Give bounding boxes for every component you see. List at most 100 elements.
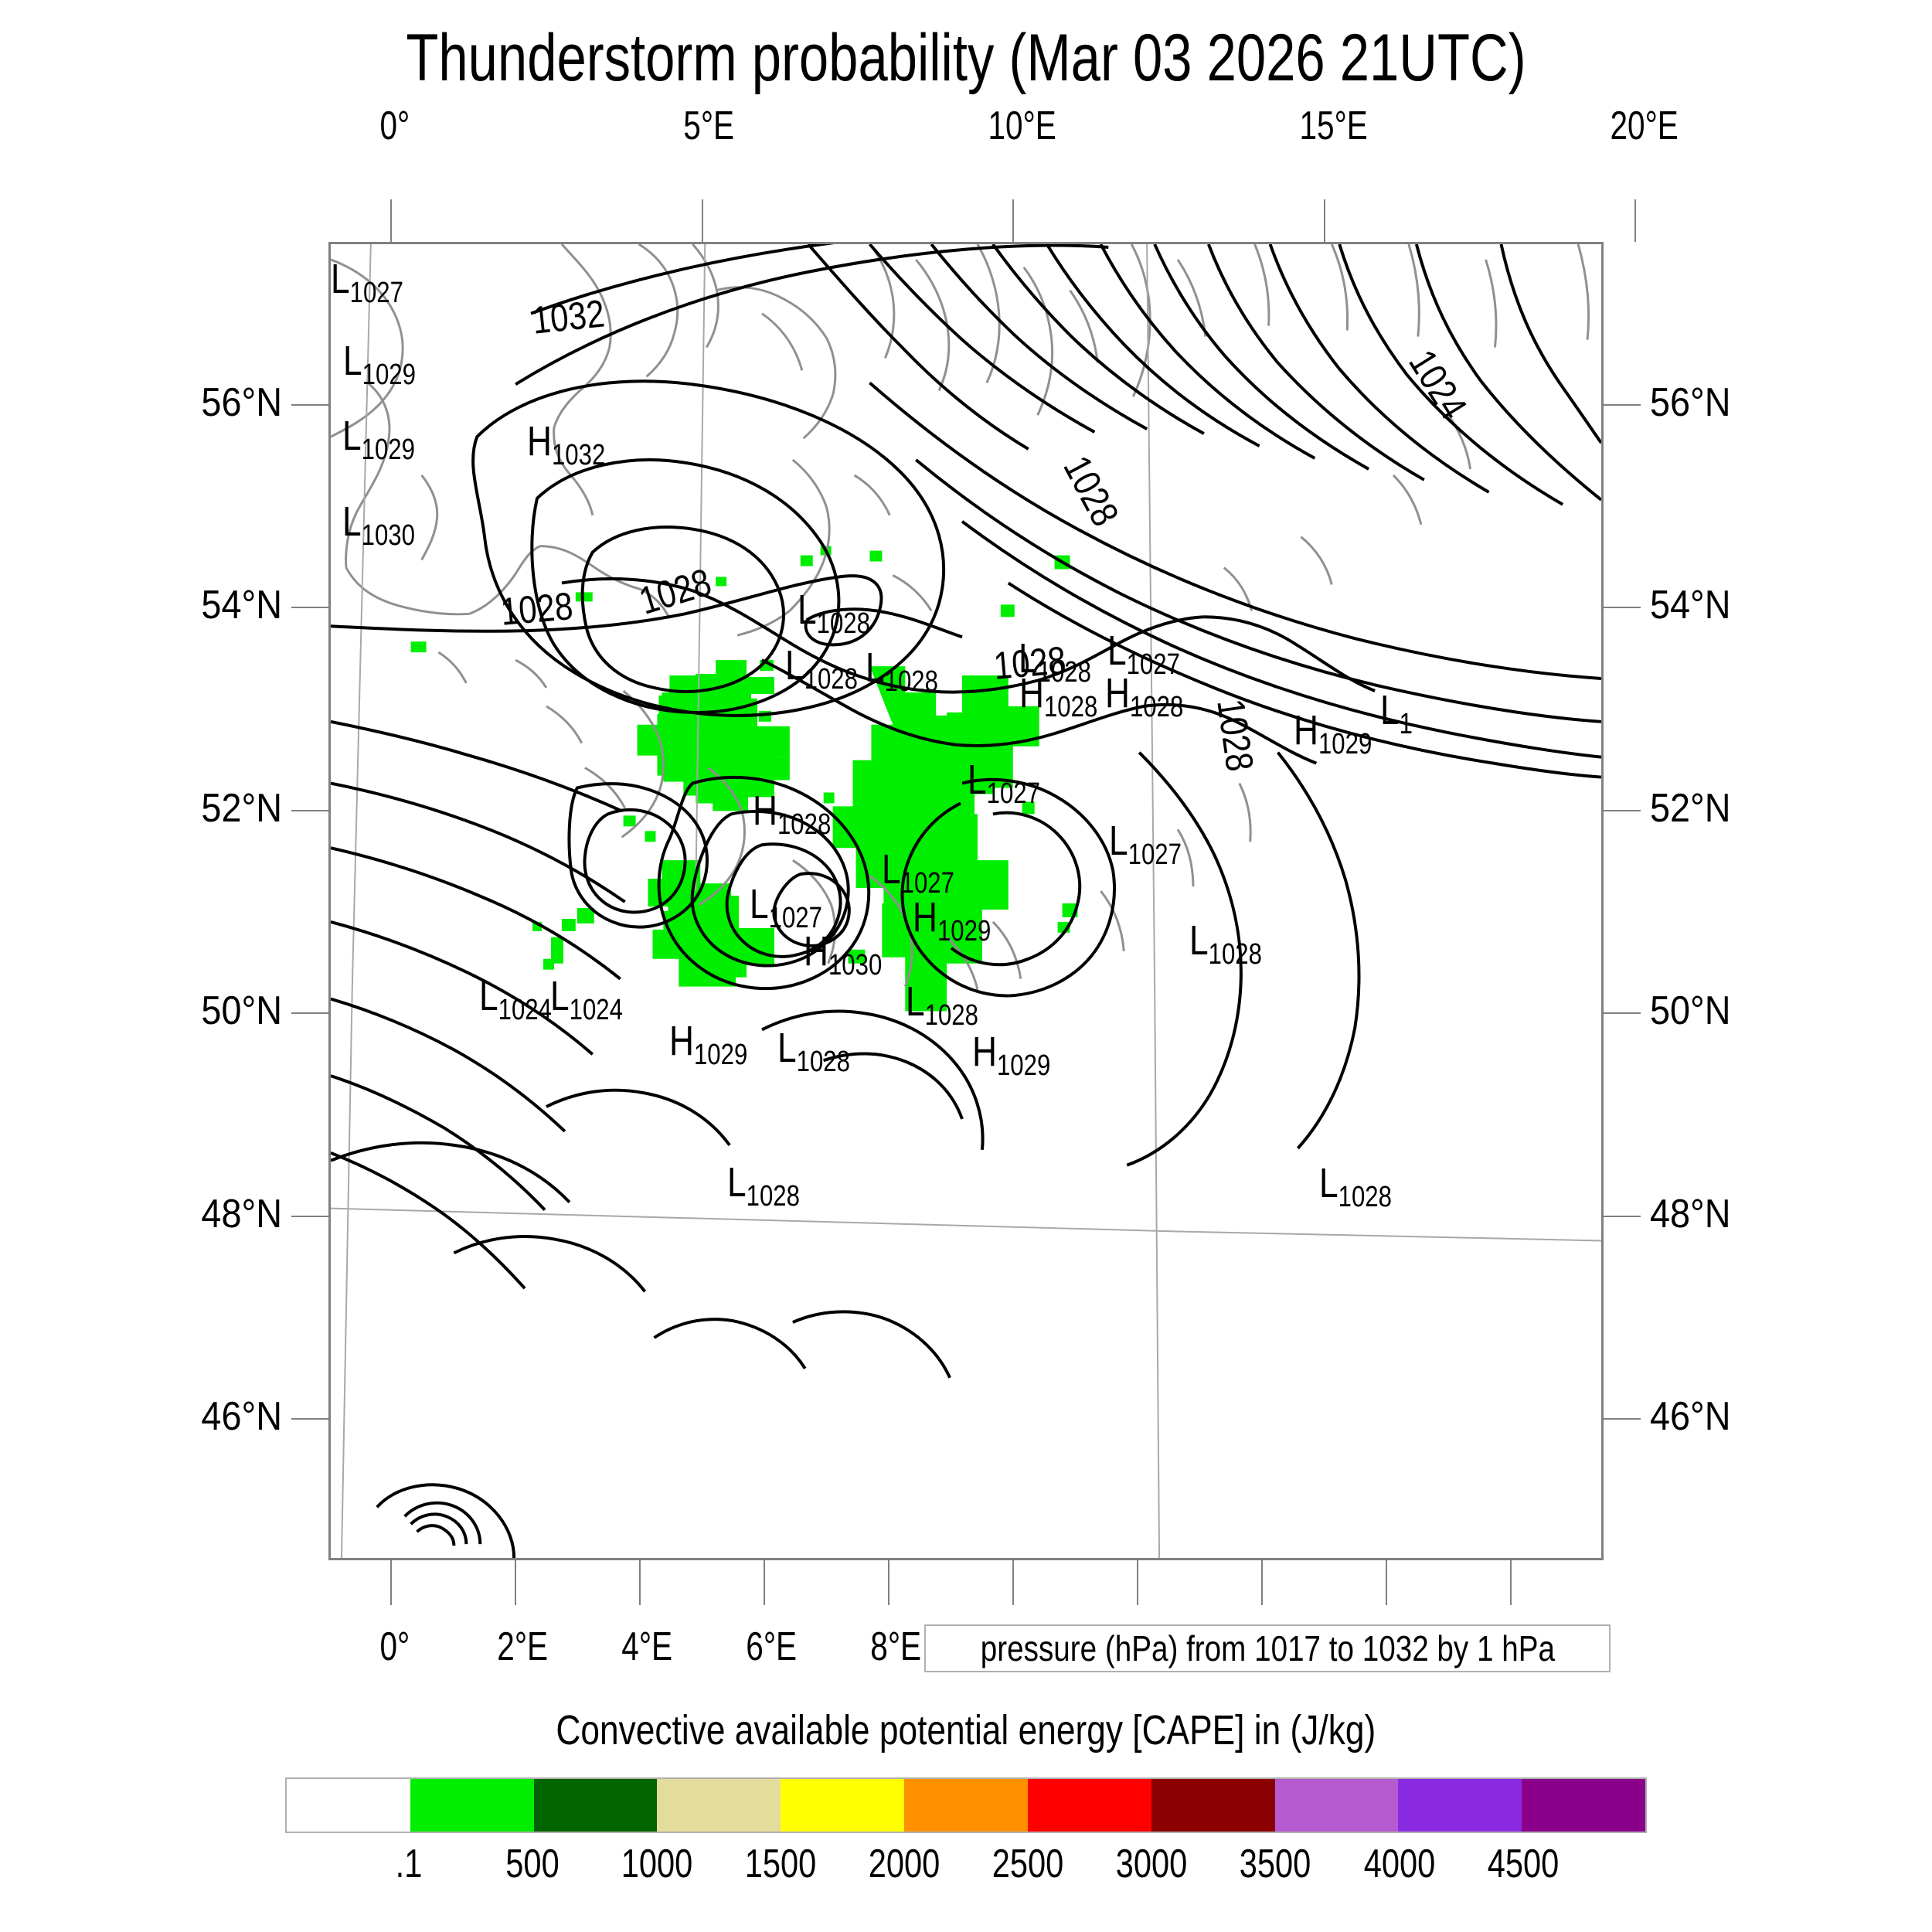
pressure-centre-l-29: L1028 <box>1319 1159 1392 1213</box>
centre-value: 1030 <box>828 949 883 982</box>
centre-type: H <box>972 1028 998 1075</box>
lon-bottom-label-0: 0° <box>379 1624 410 1669</box>
colorbar-segment-7[interactable] <box>1151 1779 1275 1832</box>
pressure-centre-h-12: H1029 <box>1294 706 1372 760</box>
centre-type: L <box>342 337 362 384</box>
colorbar-tick-4: 2000 <box>868 1842 940 1886</box>
centre-type: L <box>550 973 570 1020</box>
map-plot-area[interactable] <box>328 242 1604 1560</box>
lon-top-label-3: 15°E <box>1299 104 1368 148</box>
cape-colorbar[interactable] <box>285 1777 1647 1833</box>
centre-type: L <box>1319 1160 1338 1207</box>
colorbar-tick-0: .1 <box>395 1842 423 1886</box>
centre-value: 1027 <box>900 867 955 900</box>
colorbar-segment-2[interactable] <box>533 1779 658 1832</box>
tick-lon-bottom-0 <box>390 1560 393 1605</box>
tick-lat-right-4 <box>1604 1215 1641 1217</box>
centre-type: L <box>1189 917 1209 964</box>
tick-lat-left-0 <box>291 403 328 406</box>
contour-label-1032-0: 1032 <box>530 291 607 343</box>
centre-value: 1024 <box>569 994 624 1027</box>
centre-value: 1028 <box>925 998 979 1032</box>
lon-bottom-label-2: 4°E <box>621 1624 672 1669</box>
pressure-centre-h-27: H1029 <box>972 1028 1050 1082</box>
centre-value: 1027 <box>986 777 1040 811</box>
pressure-centre-l-6: L1028 <box>784 641 858 696</box>
pressure-centre-l-8: L1028 <box>1018 634 1091 689</box>
colorbar-segment-4[interactable] <box>781 1779 905 1832</box>
colorbar-segment-3[interactable] <box>657 1779 781 1832</box>
lat-left-label-4: 48°N <box>201 1191 282 1236</box>
centre-value: 1028 <box>1044 690 1098 723</box>
colorbar-segment-8[interactable] <box>1274 1779 1399 1832</box>
colorbar-tick-7: 3500 <box>1240 1842 1311 1886</box>
centre-value: 1024 <box>498 994 552 1027</box>
centre-value: 1028 <box>1129 690 1184 723</box>
pressure-legend-text: pressure (hPa) from 1017 to 1032 by 1 hP… <box>980 1628 1555 1668</box>
lon-bottom-label-4: 8°E <box>869 1624 921 1669</box>
pressure-centre-l-2: L1029 <box>342 412 415 466</box>
pressure-centre-h-14: H1028 <box>753 787 831 841</box>
pressure-centre-l-22: L1024 <box>478 972 552 1026</box>
lat-right-label-0: 56°N <box>1650 379 1731 425</box>
centre-type: L <box>342 413 362 460</box>
pressure-centre-h-10: H1028 <box>1019 669 1097 723</box>
page-title: Thunderstorm probability (Mar 03 2026 21… <box>406 21 1526 95</box>
tick-lon-bottom-1 <box>515 1560 517 1605</box>
pressure-centre-l-15: L1027 <box>967 756 1040 810</box>
tick-lon-bottom-6 <box>1137 1560 1139 1605</box>
centre-type: H <box>527 417 553 464</box>
tick-lon-top-1 <box>701 199 703 242</box>
centre-value: 1032 <box>552 438 606 471</box>
centre-type: H <box>804 928 829 975</box>
centre-type: L <box>727 1158 747 1206</box>
pressure-centre-l-18: L1027 <box>750 880 822 934</box>
centre-value: 1028 <box>804 662 858 696</box>
centre-value: 1029 <box>693 1039 747 1072</box>
colorbar-segment-9[interactable] <box>1398 1779 1522 1832</box>
tick-lon-bottom-3 <box>764 1560 766 1605</box>
colorbar-title: Convective available potential energy [C… <box>556 1707 1376 1753</box>
tick-lat-right-1 <box>1604 607 1641 609</box>
lat-left-label-3: 50°N <box>201 988 282 1034</box>
lon-top-label-1: 5°E <box>683 104 735 148</box>
centre-type: L <box>478 973 498 1020</box>
centre-value: 1029 <box>997 1049 1051 1082</box>
lat-right-label-4: 48°N <box>1650 1191 1731 1236</box>
colorbar-segment-6[interactable] <box>1027 1779 1151 1832</box>
lat-right-label-5: 46°N <box>1650 1394 1731 1440</box>
colorbar-tick-2: 1000 <box>621 1842 692 1886</box>
centre-type: H <box>668 1018 694 1065</box>
centre-type: L <box>906 978 926 1025</box>
lat-right-label-3: 50°N <box>1650 988 1731 1034</box>
colorbar-tick-6: 3000 <box>1115 1842 1188 1886</box>
isobar-layer <box>331 244 1601 1558</box>
contour-label-1028-6: 1028 <box>1208 696 1262 774</box>
pressure-centre-l-24: L1028 <box>906 978 978 1032</box>
pressure-centre-l-0: L1027 <box>331 255 403 309</box>
centre-type: L <box>967 757 987 804</box>
lon-top-label-2: 10°E <box>988 104 1057 148</box>
pressure-centre-l-17: L1027 <box>1109 817 1182 871</box>
centre-type: L <box>777 1024 797 1071</box>
pressure-centre-l-13: L1 <box>1380 686 1413 740</box>
colorbar-segment-1[interactable] <box>410 1779 534 1832</box>
centre-value: 1028 <box>1338 1181 1393 1214</box>
centre-type: L <box>1018 635 1038 682</box>
pressure-centre-l-28: L1028 <box>727 1158 800 1213</box>
lon-bottom-label-3: 6°E <box>745 1624 797 1669</box>
pressure-centre-l-1: L1029 <box>342 337 416 391</box>
colorbar-tick-9: 4500 <box>1487 1842 1560 1886</box>
centre-value: 1028 <box>816 607 871 641</box>
colorbar-tick-8: 4000 <box>1363 1842 1435 1886</box>
colorbar-segment-0[interactable] <box>287 1779 410 1832</box>
colorbar-segment-10[interactable] <box>1522 1779 1645 1832</box>
tick-lon-bottom-9 <box>1510 1560 1512 1605</box>
tick-lon-top-3 <box>1323 199 1325 242</box>
centre-type: H <box>1104 669 1130 716</box>
centre-value: 1 <box>1399 707 1413 740</box>
centre-type: L <box>784 641 804 689</box>
lat-left-label-5: 46°N <box>201 1394 282 1440</box>
colorbar-segment-5[interactable] <box>904 1779 1028 1832</box>
centre-type: H <box>753 787 778 834</box>
